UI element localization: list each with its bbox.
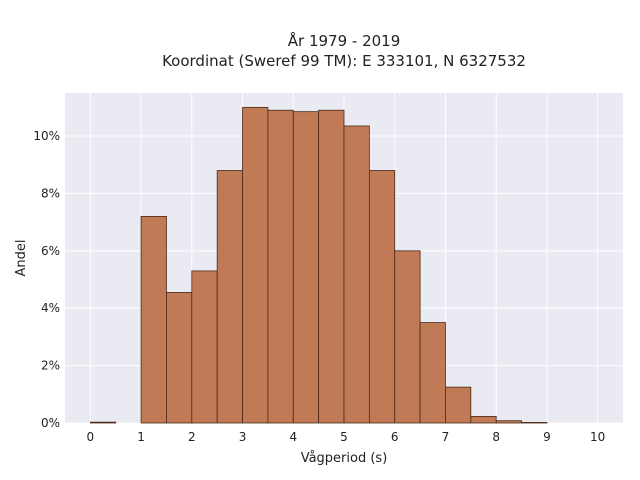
x-tick-label: 0 <box>87 430 95 444</box>
histogram-bar <box>267 109 294 424</box>
x-axis-label: Vågperiod (s) <box>301 451 388 466</box>
x-tick-labels: 0 1 2 3 4 5 6 7 8 9 10 <box>87 430 606 444</box>
histogram-bars <box>89 106 548 424</box>
histogram-bar <box>470 415 497 424</box>
x-tick-label: 7 <box>442 430 450 444</box>
x-tick-label: 4 <box>289 430 297 444</box>
x-tick-label: 3 <box>239 430 247 444</box>
histogram-bar <box>166 292 193 424</box>
histogram-bar <box>343 125 370 424</box>
x-tick-label: 6 <box>391 430 399 444</box>
x-tick-label: 10 <box>590 430 605 444</box>
x-tick-label: 1 <box>137 430 145 444</box>
histogram-bar <box>495 420 522 424</box>
x-tick-label: 9 <box>543 430 551 444</box>
y-tick-label: 0% <box>41 416 60 430</box>
chart-title-line-2: Koordinat (Sweref 99 TM): E 333101, N 63… <box>162 52 526 70</box>
y-tick-label: 2% <box>41 359 60 373</box>
y-tick-label: 10% <box>33 129 60 143</box>
histogram-bar <box>242 106 269 424</box>
chart-title-line-1: År 1979 - 2019 <box>288 31 401 50</box>
y-tick-label: 6% <box>41 244 60 258</box>
histogram-bar <box>368 170 396 424</box>
histogram-bar <box>521 422 548 424</box>
histogram-bar <box>445 386 472 424</box>
y-tick-label: 8% <box>41 186 60 200</box>
x-tick-label: 2 <box>188 430 196 444</box>
histogram-bar <box>292 111 320 424</box>
y-tick-labels: 0% 2% 4% 6% 8% 10% <box>33 129 60 430</box>
histogram-bar <box>140 215 167 424</box>
histogram-bar <box>394 250 421 424</box>
histogram-bar <box>89 421 117 424</box>
histogram-bar <box>191 270 218 424</box>
x-tick-label: 8 <box>492 430 500 444</box>
histogram-bar <box>318 109 345 424</box>
y-tick-label: 4% <box>41 301 60 315</box>
histogram-bar <box>419 322 446 424</box>
y-axis-label: Andel <box>14 240 29 277</box>
histogram-bar <box>216 170 243 424</box>
x-tick-label: 5 <box>340 430 348 444</box>
